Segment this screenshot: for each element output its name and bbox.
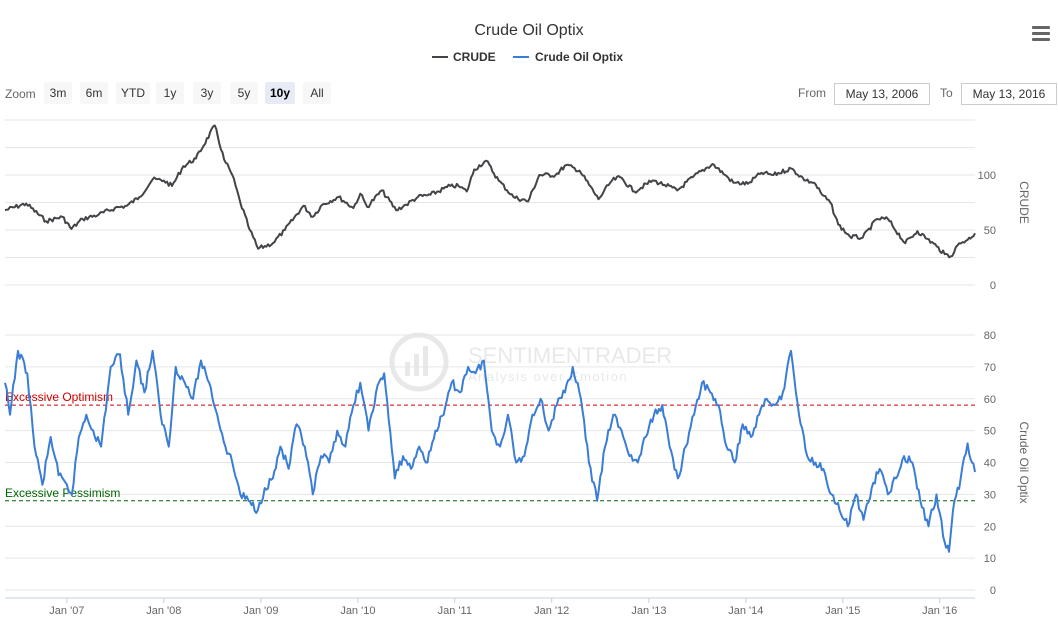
threshold-label: Excessive Pessimism — [5, 486, 120, 500]
zoom-button-10y[interactable]: 10y — [265, 82, 295, 104]
y-tick-label: 0 — [990, 280, 996, 292]
y-tick-label: 60 — [984, 394, 996, 406]
hamburger-menu-icon[interactable] — [1032, 26, 1050, 42]
y-tick-label: 40 — [984, 458, 996, 470]
zoom-button-1y[interactable]: 1y — [156, 82, 184, 104]
watermark-bar-icon — [414, 354, 419, 376]
optix-series-line — [4, 349, 976, 553]
legend-optix-label: Crude Oil Optix — [535, 50, 623, 64]
legend-item-optix[interactable]: Crude Oil Optix — [513, 50, 623, 64]
watermark-title: SENTIMENTRADER — [468, 343, 672, 368]
y-tick-label: 80 — [984, 330, 996, 342]
zoom-button-all[interactable]: All — [303, 82, 331, 104]
watermark-subtitle: Analysis over Emotion — [468, 369, 628, 384]
zoom-label: Zoom — [5, 87, 36, 101]
series — [4, 124, 976, 553]
y-tick-label: 30 — [984, 489, 996, 501]
crude-axis-title: CRUDE — [1017, 181, 1031, 224]
crude-series-line — [4, 124, 976, 259]
x-tick-label: Jan '16 — [922, 605, 957, 617]
y-tick-label: 50 — [984, 426, 996, 438]
grid — [5, 119, 975, 591]
watermark-bar-icon — [405, 362, 410, 376]
x-tick-label: Jan '13 — [631, 605, 666, 617]
to-label: To — [940, 86, 953, 100]
from-date-input[interactable]: May 13, 2006 — [834, 83, 930, 105]
watermark-bar-icon — [423, 346, 428, 376]
x-tick-label: Jan '10 — [340, 605, 375, 617]
y-tick-label: 10 — [984, 553, 996, 565]
zoom-button-ytd[interactable]: YTD — [116, 82, 150, 104]
x-tick-label: Jan '07 — [49, 605, 84, 617]
zoom-button-3m[interactable]: 3m — [44, 82, 72, 104]
legend-crude-label: CRUDE — [453, 50, 496, 64]
zoom-button-5y[interactable]: 5y — [230, 82, 258, 104]
x-tick-label: Jan '14 — [728, 605, 763, 617]
y-tick-label: 100 — [978, 170, 996, 182]
chart-title: Crude Oil Optix — [474, 22, 583, 39]
y-tick-label: 20 — [984, 521, 996, 533]
watermark: SENTIMENTRADER Analysis over Emotion — [389, 332, 672, 392]
y-tick-label: 0 — [990, 585, 996, 597]
zoom-button-3y[interactable]: 3y — [193, 82, 221, 104]
from-label: From — [798, 86, 826, 100]
optix-axis-title: Crude Oil Optix — [1017, 421, 1031, 503]
to-date-input[interactable]: May 13, 2016 — [961, 83, 1057, 105]
y-tick-label: 50 — [984, 225, 996, 237]
x-tick-label: Jan '09 — [243, 605, 278, 617]
axes: CRUDE Crude Oil Optix 0 50 100 0 10 20 30 40 50 6… — [5, 170, 1031, 617]
x-tick-label: Jan '12 — [534, 605, 569, 617]
x-tick-label: Jan '08 — [146, 605, 181, 617]
legend-item-crude[interactable]: CRUDE — [432, 50, 496, 64]
zoom-button-6m[interactable]: 6m — [80, 82, 108, 104]
x-tick-label: Jan '11 — [438, 605, 472, 617]
threshold-label: Excessive Optimism — [5, 390, 113, 404]
x-tick-label: Jan '15 — [825, 605, 860, 617]
y-tick-label: 70 — [984, 362, 996, 374]
legend: CRUDE Crude Oil Optix — [432, 50, 623, 64]
